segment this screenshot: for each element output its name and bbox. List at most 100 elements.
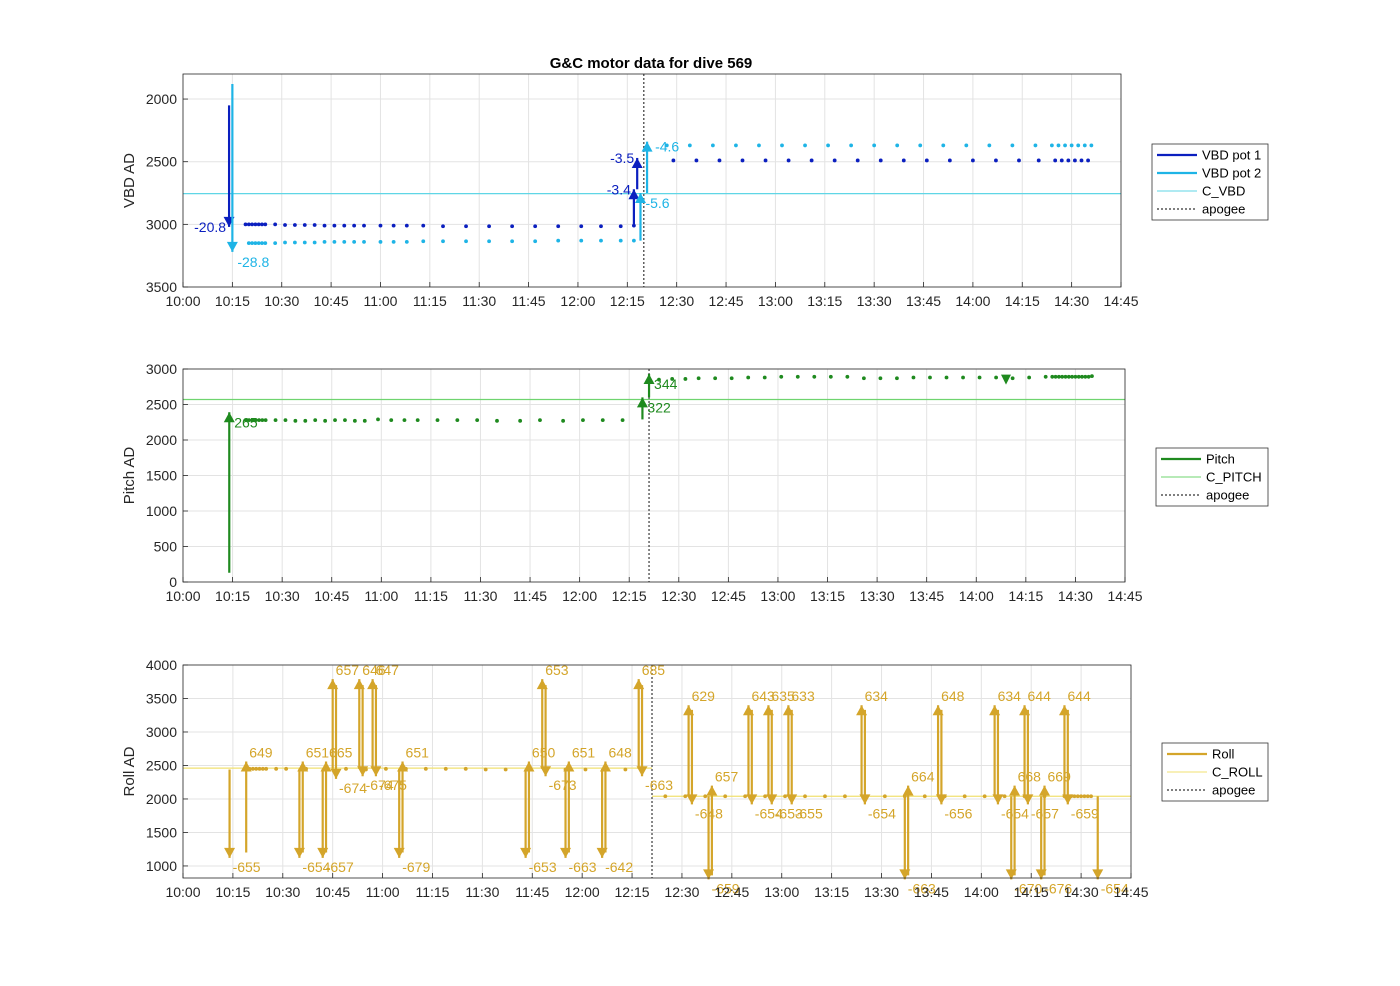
vbd-series-0-point-31: [671, 158, 676, 163]
vbd-panel: -20.8 -28.8 -3.4 -3.5 -5.6 -4.6 10:00 10:15 10:3…: [121, 73, 1269, 309]
roll-series-0-point-31: [803, 794, 807, 799]
vbd-move-3-head: [631, 157, 643, 168]
vbd-plot-area: [183, 74, 1121, 287]
roll-move-label-24: 629: [692, 688, 716, 704]
roll-xtick-label-4: 11:00: [366, 884, 400, 900]
vbd-move-5-head: [641, 141, 653, 152]
pitch-ytick-label-4: 2000: [146, 432, 177, 448]
vbd-series-1-point-18: [404, 239, 409, 244]
roll-series-0-point-52: [1089, 794, 1093, 799]
roll-series-0-point-15: [443, 766, 448, 771]
pitch-series-0-point-1: [247, 418, 252, 423]
roll-series-0-point-32: [823, 794, 827, 799]
vbd-series-1-point-51: [1076, 143, 1081, 148]
pitch-series-0-point-68: [1090, 374, 1094, 378]
pitch-xtick-label-7: 11:45: [513, 588, 547, 604]
roll-series-0-point-50: [1082, 794, 1087, 799]
roll-plot-area: [183, 665, 1131, 878]
roll-move-label-38: 648: [941, 688, 965, 704]
vbd-series-0-point-39: [855, 158, 860, 163]
roll-series-0-point-5: [264, 766, 269, 771]
roll-xtick-label-8: 12:00: [565, 884, 600, 900]
vbd-series-0-point-1: [246, 222, 251, 227]
roll-move-0-head: [224, 847, 236, 858]
vbd-series-0-point-6: [263, 222, 268, 227]
pitch-legend-label-1: C_PITCH: [1206, 470, 1262, 485]
roll-series-0-point-18: [503, 767, 508, 772]
roll-xtick-label-3: 10:45: [315, 884, 350, 900]
roll-series-0-point-2: [254, 766, 259, 771]
roll-move-label-20: -642: [605, 859, 633, 875]
vbd-series-1-point-21: [464, 239, 468, 244]
vbd-series-0-point-28: [599, 224, 603, 229]
vbd-series-0-point-15: [352, 223, 357, 228]
vbd-xtick-label-3: 10:45: [314, 293, 349, 309]
pitch-series-0-point-0: [243, 418, 248, 423]
vbd-series-0-point-48: [1053, 158, 1058, 163]
roll-ytick-label-6: 4000: [146, 657, 177, 673]
roll-series-0-point-26: [703, 794, 708, 799]
roll-move-label-30: 635: [771, 688, 795, 704]
vbd-series-0-point-27: [579, 224, 584, 229]
pitch-ytick-label-1: 500: [154, 539, 178, 555]
roll-series-0-point-48: [1075, 794, 1080, 799]
pitch-series-0-point-7: [273, 418, 278, 423]
pitch-xtick-label-18: 14:30: [1058, 588, 1093, 604]
vbd-series-0-point-29: [618, 224, 623, 229]
roll-ytick-label-5: 3500: [146, 690, 177, 706]
vbd-ytick-label-2: 3000: [146, 216, 177, 232]
roll-move-label-21: 648: [608, 744, 632, 760]
pitch-series-0-point-54: [1027, 375, 1032, 380]
vbd-xtick-label-15: 13:45: [906, 293, 941, 309]
roll-xtick-label-2: 10:30: [265, 884, 300, 900]
roll-move-label-4: -657: [326, 859, 354, 875]
pitch-series-0-point-2: [250, 418, 255, 423]
roll-move-label-23: -663: [645, 777, 673, 793]
vbd-ylabel: VBD AD: [121, 153, 138, 208]
pitch-xtick-label-15: 13:45: [909, 588, 944, 604]
roll-move-label-36: -663: [908, 880, 936, 896]
roll-move-label-34: 634: [865, 688, 889, 704]
pitch-series-0-point-28: [581, 418, 585, 423]
roll-xtick-label-17: 14:15: [1014, 884, 1049, 900]
roll-series-0-point-28: [743, 794, 748, 799]
roll-move-label-26: -659: [712, 880, 740, 896]
roll-move-50-head: [1092, 869, 1104, 880]
roll-series-0-point-41: [1002, 794, 1007, 799]
vbd-legend-label-3: apogee: [1202, 202, 1245, 217]
vbd-series-0-point-4: [256, 222, 261, 227]
pitch-move-label-0: 265: [234, 414, 258, 430]
vbd-series-1-point-11: [322, 239, 327, 244]
roll-move-label-6: 657: [336, 662, 360, 678]
vbd-xtick-label-11: 12:45: [709, 293, 744, 309]
vbd-move-4-head: [634, 193, 646, 204]
roll-move-label-2: -654: [302, 859, 330, 875]
pitch-xtick-label-1: 10:15: [215, 588, 250, 604]
vbd-series-0-point-36: [786, 158, 791, 163]
pitch-series-0-point-42: [828, 374, 833, 379]
vbd-series-1-point-1: [250, 241, 255, 246]
vbd-series-1-point-52: [1082, 143, 1087, 148]
vbd-series-0-point-18: [391, 223, 396, 228]
pitch-series-0-point-67: [1086, 374, 1091, 379]
roll-series-0-point-40: [982, 794, 987, 799]
roll-move-label-7: -674: [339, 780, 367, 796]
vbd-series-0-point-51: [1073, 158, 1077, 163]
vbd-move-label-2: -3.4: [607, 181, 631, 197]
vbd-series-1-point-28: [618, 238, 623, 243]
pitch-series-0-point-61: [1066, 374, 1071, 379]
pitch-series-0-point-38: [762, 375, 767, 380]
roll-move-label-31: -653: [775, 805, 803, 821]
vbd-series-1-point-43: [964, 143, 969, 148]
roll-legend-label-0: Roll: [1212, 747, 1235, 762]
pitch-series-0-point-48: [928, 375, 932, 380]
pitch-xtick-label-10: 12:30: [661, 588, 696, 604]
vbd-ytick-label-1: 2500: [146, 154, 177, 170]
vbd-xtick-label-14: 13:30: [857, 293, 892, 309]
vbd-series-1-point-13: [342, 239, 347, 244]
pitch-series-0-point-27: [561, 418, 566, 423]
vbd-series-0-point-16: [362, 223, 366, 228]
pitch-series-0-point-8: [283, 418, 288, 423]
vbd-xtick-label-0: 10:00: [165, 293, 200, 309]
pitch-series-0-point-4: [257, 418, 261, 423]
